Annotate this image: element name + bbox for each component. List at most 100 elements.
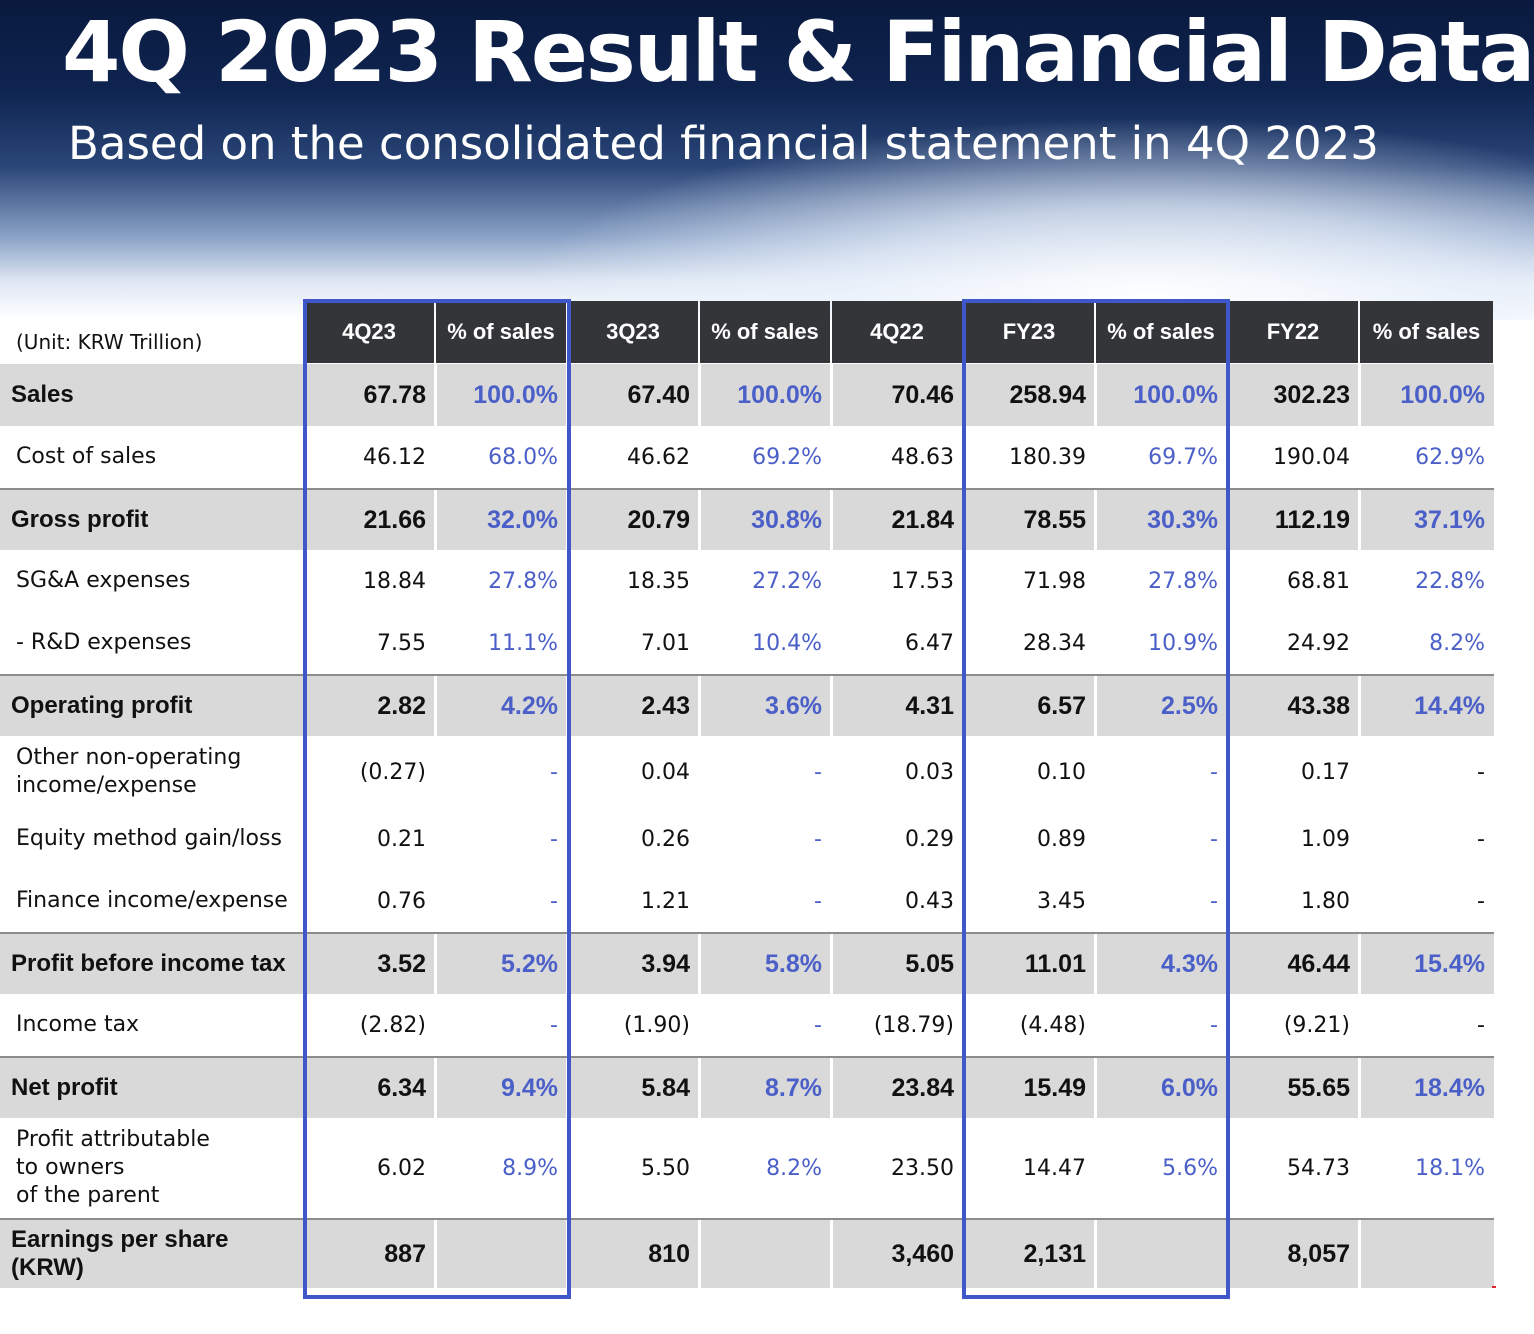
value-cell: 6.47 [905,630,954,656]
column-divider [1094,1220,1097,1288]
column-divider [434,934,437,994]
percent-cell: 27.2% [752,568,822,594]
percent-cell: 30.8% [700,490,830,550]
value-cell: 258.94 [964,364,1094,426]
percent-cell: 18.1% [1415,1155,1485,1181]
percent-cell: - [1210,759,1218,785]
table-row: Finance income/expense 0.76 - 1.21 - 0.43 3.45… [0,870,1494,932]
page-subtitle: Based on the consolidated financial stat… [68,117,1379,170]
column-divider [1226,676,1229,736]
percent-cell: 62.9% [1415,444,1485,470]
value-cell: 54.73 [1287,1155,1350,1181]
percent-cell: 100.0% [1096,364,1226,426]
value-cell: 68.81 [1287,568,1350,594]
column-header: FY22 [1228,301,1358,363]
value-cell: 2,131 [964,1220,1094,1288]
percent-cell: 32.0% [436,490,566,550]
percent-cell: - [1477,826,1485,852]
value-cell: 112.19 [1228,490,1358,550]
column-divider [1094,364,1097,426]
value-cell: 20.79 [568,490,698,550]
percent-cell [1096,1220,1226,1288]
value-cell: 190.04 [1273,444,1350,470]
column-divider [698,364,701,426]
table-row: Net profit 6.34 9.4% 5.84 8.7% 23.84 15.49 6.0%… [0,1056,1494,1118]
column-divider [1358,934,1361,994]
column-divider [1358,676,1361,736]
row-label: Profit attributable to owners of the par… [16,1127,210,1208]
column-divider [566,676,569,736]
percent-cell: 27.8% [1148,568,1218,594]
column-divider [830,934,833,994]
percent-cell: - [550,759,558,785]
percent-cell: 9.4% [436,1058,566,1118]
row-label: Gross profit [11,506,149,533]
row-label: - R&D expenses [16,630,192,655]
column-divider [1094,1058,1097,1118]
value-cell: 2.82 [304,676,434,736]
value-cell: 887 [304,1220,434,1288]
table-row: Income tax (2.82) - (1.90) - (18.79) (4.48) - (9… [0,994,1494,1056]
column-divider [962,1220,965,1288]
value-cell: 6.57 [964,676,1094,736]
percent-cell: 68.0% [488,444,558,470]
value-cell: 46.44 [1228,934,1358,994]
table-row: Sales 67.78 100.0% 67.40 100.0% 70.46 258.94 10… [0,364,1494,426]
percent-cell: 30.3% [1096,490,1226,550]
row-label: Sales [11,381,74,408]
percent-cell: 69.2% [752,444,822,470]
column-divider [434,676,437,736]
table-row: Equity method gain/loss 0.21 - 0.26 - 0.29 0.8… [0,808,1494,870]
percent-cell [436,1220,566,1288]
row-label: SG&A expenses [16,568,191,593]
value-cell: 6.02 [377,1155,426,1181]
table-row: Cost of sales 46.12 68.0% 46.62 69.2% 48.63 18… [0,426,1494,488]
column-divider [698,934,701,994]
column-divider [566,364,569,426]
value-cell: (18.79) [873,1012,954,1038]
value-cell: 1.09 [1301,826,1350,852]
column-divider [830,1058,833,1118]
percent-cell: 6.0% [1096,1058,1226,1118]
percent-cell: 5.8% [700,934,830,994]
column-header: % of sales [1096,301,1226,363]
value-cell: 18.84 [363,568,426,594]
row-label: Other non-operating income/expense [16,745,242,798]
value-cell: 43.38 [1228,676,1358,736]
column-divider [434,490,437,550]
column-divider [962,676,965,736]
column-divider [698,1220,701,1288]
value-cell: 5.50 [641,1155,690,1181]
percent-cell: 8.2% [1429,630,1485,656]
value-cell: 18.35 [627,568,690,594]
percent-cell: - [814,759,822,785]
value-cell: 23.50 [891,1155,954,1181]
table-row: Profit before income tax 3.52 5.2% 3.94 5.8%… [0,932,1494,994]
value-cell: 21.66 [304,490,434,550]
percent-cell: - [814,826,822,852]
column-divider [962,364,965,426]
value-cell: 55.65 [1228,1058,1358,1118]
decorative-mark [1492,1286,1496,1288]
column-divider [434,1058,437,1118]
value-cell: (9.21) [1283,1012,1350,1038]
value-cell: 70.46 [832,364,962,426]
percent-cell: 8.7% [700,1058,830,1118]
percent-cell: - [550,1012,558,1038]
table-row: Gross profit 21.66 32.0% 20.79 30.8% 21.84 78.… [0,488,1494,550]
row-label: Income tax [16,1012,140,1037]
row-label: Earnings per share (KRW) [11,1226,229,1281]
value-cell: 302.23 [1228,364,1358,426]
table-row: SG&A expenses 18.84 27.8% 18.35 27.2% 17.53 71… [0,550,1494,612]
table-row: - R&D expenses 7.55 11.1% 7.01 10.4% 6.47 28.3… [0,612,1494,674]
column-divider [698,676,701,736]
value-cell: 7.55 [377,630,426,656]
column-divider [1226,490,1229,550]
column-divider [566,490,569,550]
value-cell: (4.48) [1019,1012,1086,1038]
column-divider [434,364,437,426]
value-cell: 0.76 [377,888,426,914]
column-header: 4Q23 [304,301,434,363]
row-label: Equity method gain/loss [16,826,282,851]
column-divider [1094,490,1097,550]
